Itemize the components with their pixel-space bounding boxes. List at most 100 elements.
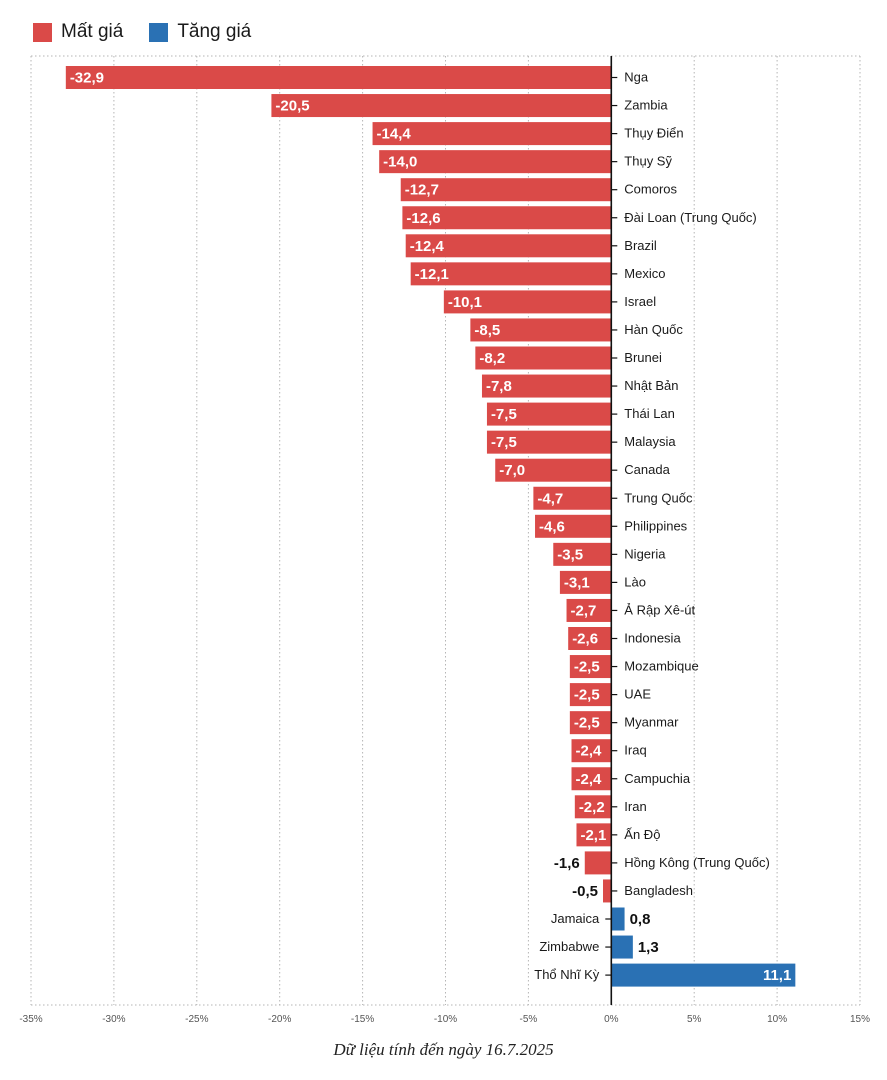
category-label: Zambia xyxy=(624,98,668,113)
bar xyxy=(372,122,612,146)
value-label: -12,6 xyxy=(406,210,440,227)
bar xyxy=(584,851,612,875)
category-label: Hàn Quốc xyxy=(624,322,683,337)
value-label: -10,1 xyxy=(448,294,482,311)
category-label: Iraq xyxy=(624,743,646,758)
bar xyxy=(611,963,796,987)
category-label: Thụy Điển xyxy=(624,126,683,141)
category-label: Israel xyxy=(624,294,656,309)
value-label: -2,7 xyxy=(571,602,597,619)
category-label: Nga xyxy=(624,70,649,85)
category-label: Indonesia xyxy=(624,631,681,646)
value-label: -2,5 xyxy=(574,659,600,676)
bar xyxy=(569,683,612,707)
bar xyxy=(569,711,612,735)
category-label: Jamaica xyxy=(551,911,600,926)
category-label: Thái Lan xyxy=(624,406,675,421)
bar xyxy=(571,767,612,791)
value-label: -2,6 xyxy=(572,631,598,648)
value-label: -7,0 xyxy=(499,462,525,479)
x-tick-label: -5% xyxy=(520,1014,538,1025)
category-label: Brazil xyxy=(624,238,657,253)
x-tick-label: -25% xyxy=(185,1014,208,1025)
x-tick-label: 10% xyxy=(767,1014,787,1025)
bar xyxy=(486,430,612,454)
x-tick-label: 15% xyxy=(850,1014,870,1025)
value-label: -7,5 xyxy=(491,406,517,423)
category-label: Nigeria xyxy=(624,546,666,561)
bar xyxy=(571,739,612,763)
bar xyxy=(535,514,612,538)
bar xyxy=(400,178,612,202)
legend-label-appreciation: Tăng giá xyxy=(177,21,252,42)
x-tick-label: 5% xyxy=(687,1014,702,1025)
category-label: Canada xyxy=(624,462,670,477)
value-label: -7,8 xyxy=(486,378,512,395)
value-label: -7,5 xyxy=(491,434,517,451)
bar xyxy=(271,94,612,118)
x-tick-label: -15% xyxy=(351,1014,374,1025)
bars xyxy=(65,66,796,987)
bar xyxy=(486,402,612,426)
category-label: Đài Loan (Trung Quốc) xyxy=(624,210,756,225)
bar xyxy=(405,234,612,258)
bar xyxy=(533,486,612,510)
bar xyxy=(576,823,612,847)
bar xyxy=(475,346,612,370)
category-label: Nhật Bản xyxy=(624,378,678,393)
value-label: -2,4 xyxy=(576,771,603,788)
bar xyxy=(611,935,633,959)
category-label: Brunei xyxy=(624,350,662,365)
category-label: Thụy Sỹ xyxy=(624,154,672,169)
bar-chart: -35% -30% -25% -20% -15% -10% -5% 0% 5% 10% 15% -32… xyxy=(19,55,870,1025)
bar xyxy=(574,795,612,819)
bar xyxy=(568,627,612,650)
chart-legend: Mất giá Tăng giá xyxy=(33,20,277,44)
bar xyxy=(611,907,625,931)
legend-swatch-appreciation xyxy=(149,22,169,42)
bar xyxy=(410,262,612,286)
x-tick-label: 0% xyxy=(604,1014,619,1025)
value-label: -0,5 xyxy=(572,883,598,900)
value-label: -2,5 xyxy=(574,715,600,732)
bar xyxy=(481,374,612,398)
legend-item-appreciation: Tăng giá xyxy=(149,21,251,43)
category-label: Ả Rập Xê-út xyxy=(624,602,695,617)
value-label: -32,9 xyxy=(70,70,104,87)
bar xyxy=(566,598,612,622)
category-label: Philippines xyxy=(624,518,687,533)
value-label: -3,5 xyxy=(557,546,583,563)
category-label: Zimbabwe xyxy=(539,939,599,954)
legend-label-depreciation: Mất giá xyxy=(61,21,124,42)
value-labels: -32,9 -20,5 -14,4 -14,0 -12,7 -12,6 -12,4 -12,1… xyxy=(70,70,792,985)
value-label: 1,3 xyxy=(638,939,659,956)
bar xyxy=(65,66,612,89)
value-label: 0,8 xyxy=(630,911,651,928)
value-label: -4,7 xyxy=(537,490,563,507)
category-label: Myanmar xyxy=(624,715,679,730)
value-label: -2,5 xyxy=(574,687,600,704)
x-tick-label: -30% xyxy=(102,1014,125,1025)
legend-swatch-depreciation xyxy=(33,22,52,42)
category-label: Iran xyxy=(624,799,646,814)
value-label: -8,2 xyxy=(479,350,505,367)
value-label: -8,5 xyxy=(474,322,500,339)
category-label: Malaysia xyxy=(624,434,676,449)
x-tick-label: -10% xyxy=(434,1014,457,1025)
value-label: -14,0 xyxy=(383,154,417,171)
value-label: 11,1 xyxy=(763,967,791,984)
bar xyxy=(553,542,612,566)
value-label: -1,6 xyxy=(554,855,580,872)
category-label: Hồng Kông (Trung Quốc) xyxy=(624,855,769,870)
category-labels: Nga Zambia Thụy Điển Thụy Sỹ Comoros Đài Loan… xyxy=(534,70,770,983)
category-label: Bangladesh xyxy=(624,883,693,898)
value-label: -2,4 xyxy=(576,743,603,760)
category-label: Trung Quốc xyxy=(624,490,693,505)
value-label: -14,4 xyxy=(377,126,412,143)
value-label: -2,1 xyxy=(580,827,606,844)
legend-item-depreciation: Mất giá xyxy=(33,21,123,43)
category-label: UAE xyxy=(624,687,651,702)
value-label: -4,6 xyxy=(539,518,565,535)
value-label: -12,7 xyxy=(405,182,439,199)
value-label: -20,5 xyxy=(275,98,309,115)
